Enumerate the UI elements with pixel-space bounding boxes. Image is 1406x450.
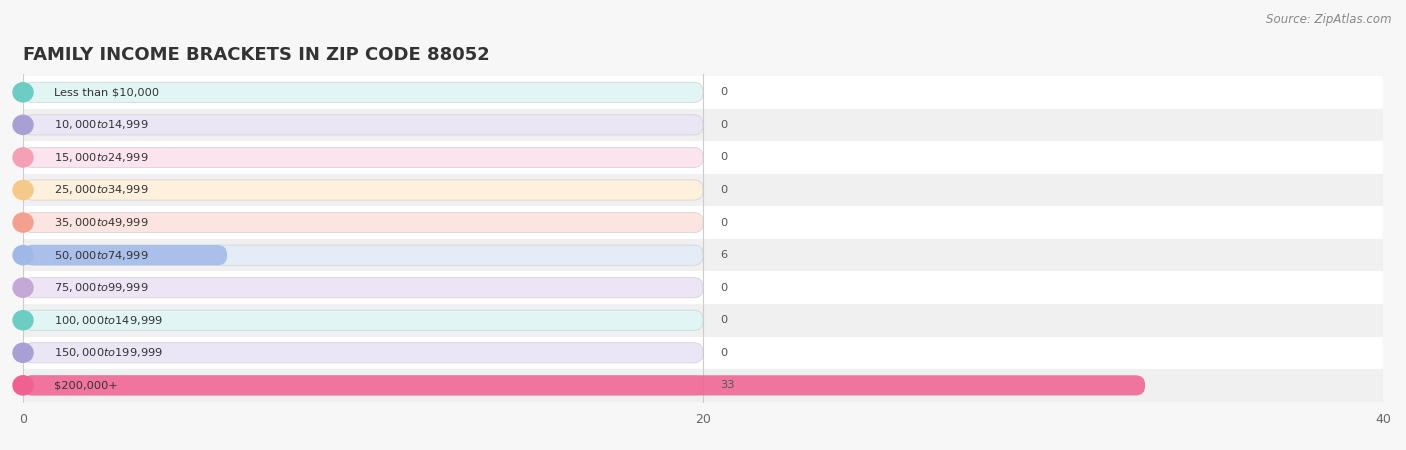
FancyBboxPatch shape — [22, 245, 226, 265]
Text: 6: 6 — [720, 250, 727, 260]
Text: $10,000 to $14,999: $10,000 to $14,999 — [53, 118, 148, 131]
FancyBboxPatch shape — [22, 82, 703, 103]
Text: $50,000 to $74,999: $50,000 to $74,999 — [53, 248, 148, 261]
Circle shape — [13, 310, 32, 330]
Bar — [22, 206, 1384, 239]
Bar — [22, 174, 1384, 206]
FancyBboxPatch shape — [22, 212, 703, 233]
Bar — [22, 108, 1384, 141]
Bar — [22, 337, 1384, 369]
FancyBboxPatch shape — [22, 375, 1144, 396]
Text: 0: 0 — [720, 120, 727, 130]
Circle shape — [13, 376, 32, 395]
FancyBboxPatch shape — [22, 147, 703, 167]
Text: 33: 33 — [720, 380, 734, 390]
Circle shape — [13, 213, 32, 232]
Circle shape — [13, 180, 32, 200]
Text: $15,000 to $24,999: $15,000 to $24,999 — [53, 151, 148, 164]
Bar — [22, 271, 1384, 304]
Text: 0: 0 — [720, 315, 727, 325]
Circle shape — [13, 246, 32, 265]
FancyBboxPatch shape — [22, 245, 703, 265]
FancyBboxPatch shape — [22, 375, 703, 396]
Text: 0: 0 — [720, 217, 727, 228]
Text: FAMILY INCOME BRACKETS IN ZIP CODE 88052: FAMILY INCOME BRACKETS IN ZIP CODE 88052 — [22, 46, 489, 64]
FancyBboxPatch shape — [22, 343, 703, 363]
FancyBboxPatch shape — [22, 310, 703, 330]
FancyBboxPatch shape — [22, 115, 703, 135]
Bar — [22, 76, 1384, 108]
FancyBboxPatch shape — [22, 278, 703, 298]
Text: $150,000 to $199,999: $150,000 to $199,999 — [53, 346, 163, 359]
Text: $100,000 to $149,999: $100,000 to $149,999 — [53, 314, 163, 327]
Text: $25,000 to $34,999: $25,000 to $34,999 — [53, 184, 148, 197]
Text: 0: 0 — [720, 185, 727, 195]
Bar — [22, 304, 1384, 337]
Text: $35,000 to $49,999: $35,000 to $49,999 — [53, 216, 148, 229]
Circle shape — [13, 148, 32, 167]
Text: 0: 0 — [720, 348, 727, 358]
FancyBboxPatch shape — [22, 180, 703, 200]
Circle shape — [13, 278, 32, 297]
Text: 0: 0 — [720, 153, 727, 162]
Bar — [22, 369, 1384, 402]
Text: $75,000 to $99,999: $75,000 to $99,999 — [53, 281, 148, 294]
Bar — [22, 239, 1384, 271]
Circle shape — [13, 115, 32, 135]
Circle shape — [13, 83, 32, 102]
Text: 0: 0 — [720, 87, 727, 97]
Text: Source: ZipAtlas.com: Source: ZipAtlas.com — [1267, 14, 1392, 27]
Text: $200,000+: $200,000+ — [53, 380, 117, 390]
Circle shape — [13, 343, 32, 362]
Text: 0: 0 — [720, 283, 727, 293]
Bar — [22, 141, 1384, 174]
Text: Less than $10,000: Less than $10,000 — [53, 87, 159, 97]
